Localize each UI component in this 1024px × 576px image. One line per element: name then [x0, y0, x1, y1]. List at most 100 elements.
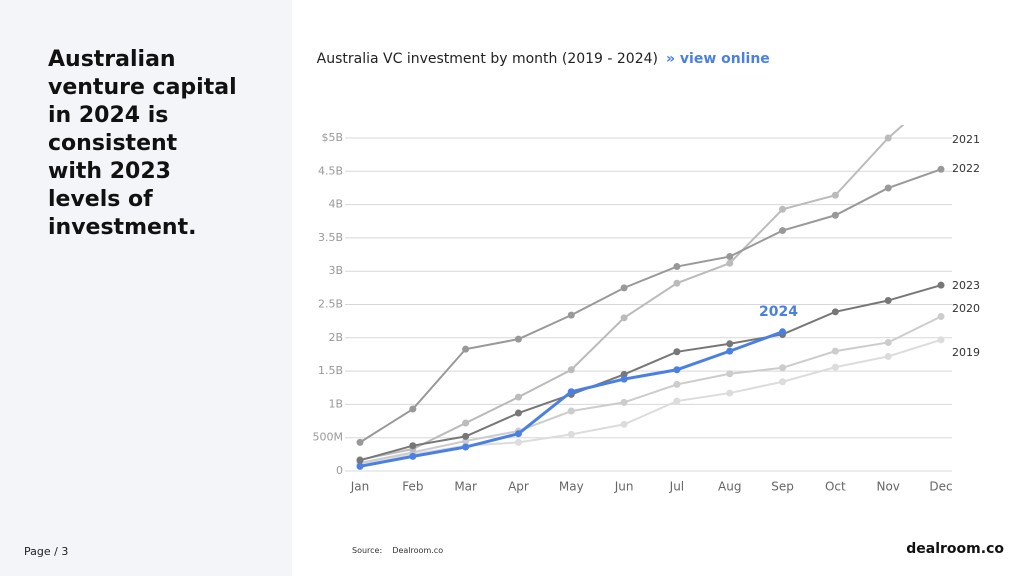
- point: [409, 452, 417, 460]
- series-label: 2024: [759, 304, 798, 320]
- point: [937, 312, 945, 320]
- heading: Australian venture capital in 2024 is co…: [48, 47, 237, 240]
- source: Source: Dealroom.co: [352, 546, 443, 555]
- point: [884, 184, 892, 192]
- series-line: [359, 315, 942, 464]
- point: [567, 366, 575, 374]
- point: [567, 430, 575, 438]
- point: [726, 389, 734, 397]
- point: [726, 259, 734, 267]
- point: [409, 442, 417, 450]
- x-tick-label: May: [559, 480, 584, 494]
- point: [356, 438, 364, 446]
- point: [831, 191, 839, 199]
- point: [462, 345, 470, 353]
- point: [831, 308, 839, 316]
- point: [567, 407, 575, 415]
- point: [620, 375, 628, 383]
- point: [673, 366, 681, 374]
- point: [779, 364, 787, 372]
- x-tick-label: Feb: [402, 480, 423, 494]
- point: [514, 438, 522, 446]
- point: [726, 253, 734, 261]
- y-tick-label: 4B: [328, 198, 343, 211]
- x-tick-label: Mar: [454, 480, 477, 494]
- point: [937, 165, 945, 173]
- chart: Australia VC investment by month (2019 -…: [313, 51, 981, 494]
- point: [514, 409, 522, 417]
- point: [673, 397, 681, 405]
- series-label: 2021: [952, 133, 980, 146]
- y-tick-label: 0: [336, 464, 343, 477]
- point: [567, 388, 575, 396]
- point: [620, 420, 628, 428]
- y-tick-label: 2B: [328, 331, 343, 344]
- point: [884, 352, 892, 360]
- point: [831, 347, 839, 355]
- point: [356, 462, 364, 470]
- point: [937, 336, 945, 344]
- point: [779, 378, 787, 386]
- x-tick-label: Aug: [718, 480, 741, 494]
- point: [356, 456, 364, 464]
- point: [462, 419, 470, 427]
- point: [673, 380, 681, 388]
- series-label: 2020: [952, 302, 980, 315]
- point: [831, 363, 839, 371]
- point: [462, 432, 470, 440]
- point: [726, 370, 734, 378]
- y-tick-label: 3B: [328, 264, 343, 277]
- point: [884, 134, 892, 142]
- point: [620, 398, 628, 406]
- y-tick-label: 500M: [313, 431, 344, 444]
- chart-title: Australia VC investment by month (2019 -…: [317, 51, 658, 67]
- x-tick-label: Oct: [825, 480, 846, 494]
- y-tick-label: $5B: [321, 131, 343, 144]
- point: [779, 328, 787, 336]
- x-tick-label: Nov: [876, 480, 899, 494]
- point: [567, 311, 575, 319]
- series-line: [359, 168, 942, 444]
- point: [409, 405, 417, 413]
- point: [673, 348, 681, 356]
- point: [514, 430, 522, 438]
- x-tick-label: Jun: [614, 480, 634, 494]
- series-label: 2022: [952, 162, 980, 175]
- series-label: 2019: [952, 346, 980, 359]
- series-label: 2023: [952, 279, 980, 292]
- point: [462, 443, 470, 451]
- plot: [356, 88, 945, 470]
- point: [673, 263, 681, 271]
- point: [884, 338, 892, 346]
- point: [514, 335, 522, 343]
- x-tick-label: Jan: [350, 480, 370, 494]
- y-tick-label: 3.5B: [318, 231, 343, 244]
- view-online-link[interactable]: » view online: [666, 51, 770, 67]
- y-tick-label: 1.5B: [318, 364, 343, 377]
- point: [937, 281, 945, 289]
- point: [726, 340, 734, 348]
- logo: dealroom.co: [906, 541, 1004, 557]
- point: [779, 227, 787, 235]
- point: [938, 88, 945, 95]
- side-panel: Australian venture capital in 2024 is co…: [0, 0, 292, 576]
- y-tick-label: 1B: [328, 397, 343, 410]
- point: [831, 211, 839, 219]
- point: [726, 347, 734, 355]
- x-tick-label: Apr: [508, 480, 529, 494]
- page-label: Page / 3: [24, 545, 69, 558]
- series-line: [359, 330, 784, 468]
- series-line: [359, 284, 942, 462]
- point: [884, 297, 892, 305]
- source-label: Source:: [352, 546, 383, 555]
- point: [620, 314, 628, 322]
- point: [779, 205, 787, 213]
- y-tick-label: 4.5B: [318, 164, 343, 177]
- point: [673, 279, 681, 287]
- source-name: Dealroom.co: [392, 546, 444, 555]
- point: [620, 284, 628, 292]
- x-tick-label: Jul: [669, 480, 684, 494]
- x-tick-label: Sep: [771, 480, 794, 494]
- series-line: [359, 125, 905, 461]
